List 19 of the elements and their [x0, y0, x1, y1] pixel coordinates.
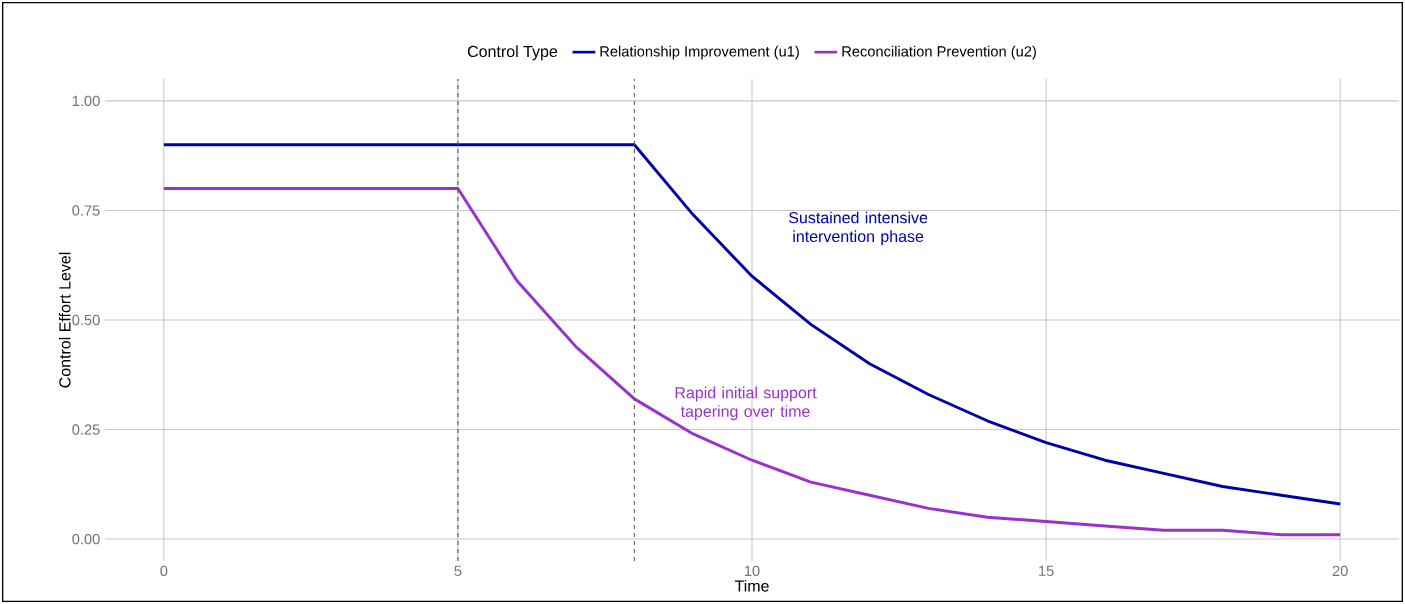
- line-series: [162, 187, 1342, 537]
- x-tick-label: 20: [1332, 565, 1348, 577]
- annotation: Rapid initial support tapering over time: [675, 386, 817, 421]
- y-axis-title: Control Effort Level: [58, 252, 71, 388]
- legend-label: Relationship Improvement (u1): [600, 45, 799, 60]
- y-tick-label: 1.00: [72, 95, 100, 107]
- line-series: [162, 143, 1342, 506]
- legend-label: Reconciliation Prevention (u2): [842, 45, 1036, 60]
- annotation: Sustained intensive intervention phase: [789, 211, 928, 246]
- legend-title: Control Type: [467, 45, 558, 61]
- x-tick-label: 15: [1039, 565, 1054, 576]
- y-tick-label: 0.75: [72, 205, 100, 216]
- y-tick-label: 0.00: [72, 533, 100, 545]
- x-axis-title: Time: [734, 579, 769, 592]
- x-tick-label: 0: [160, 565, 168, 577]
- y-tick-label: 0.25: [72, 424, 100, 435]
- x-tick-label: 5: [454, 565, 462, 576]
- x-tick-label: 10: [744, 565, 760, 577]
- y-tick-label: 0.50: [72, 314, 100, 326]
